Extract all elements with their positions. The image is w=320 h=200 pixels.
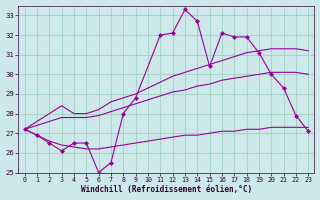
X-axis label: Windchill (Refroidissement éolien,°C): Windchill (Refroidissement éolien,°C) [81,185,252,194]
